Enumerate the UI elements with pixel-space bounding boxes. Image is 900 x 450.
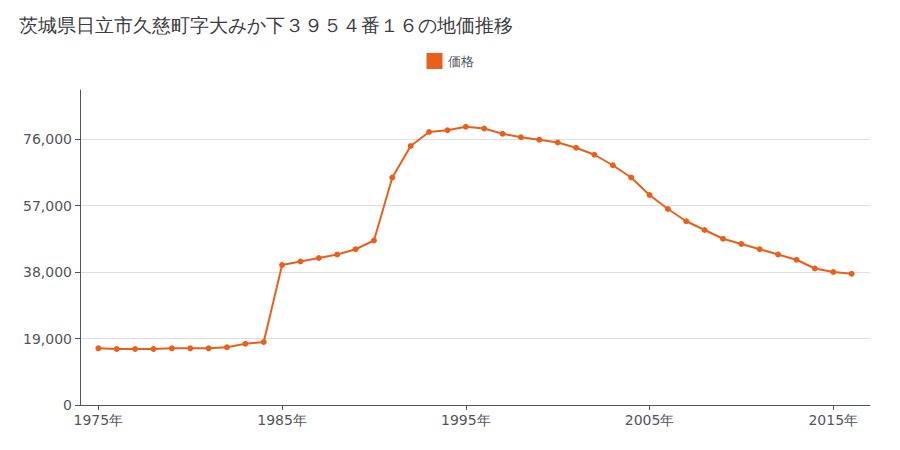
svg-text:19,000: 19,000 [23,331,72,347]
svg-text:1975年: 1975年 [74,412,124,428]
svg-text:1995年: 1995年 [441,412,491,428]
svg-text:2005年: 2005年 [625,412,675,428]
svg-text:76,000: 76,000 [23,131,72,147]
svg-text:0: 0 [63,397,72,413]
svg-text:価格: 価格 [448,54,474,69]
svg-text:2015年: 2015年 [808,412,858,428]
svg-text:57,000: 57,000 [23,198,72,214]
svg-text:茨城県日立市久慈町字大みか下３９５４番１６の地価推移: 茨城県日立市久慈町字大みか下３９５４番１６の地価推移 [19,14,513,36]
svg-text:38,000: 38,000 [23,264,72,280]
svg-text:1985年: 1985年 [257,412,307,428]
